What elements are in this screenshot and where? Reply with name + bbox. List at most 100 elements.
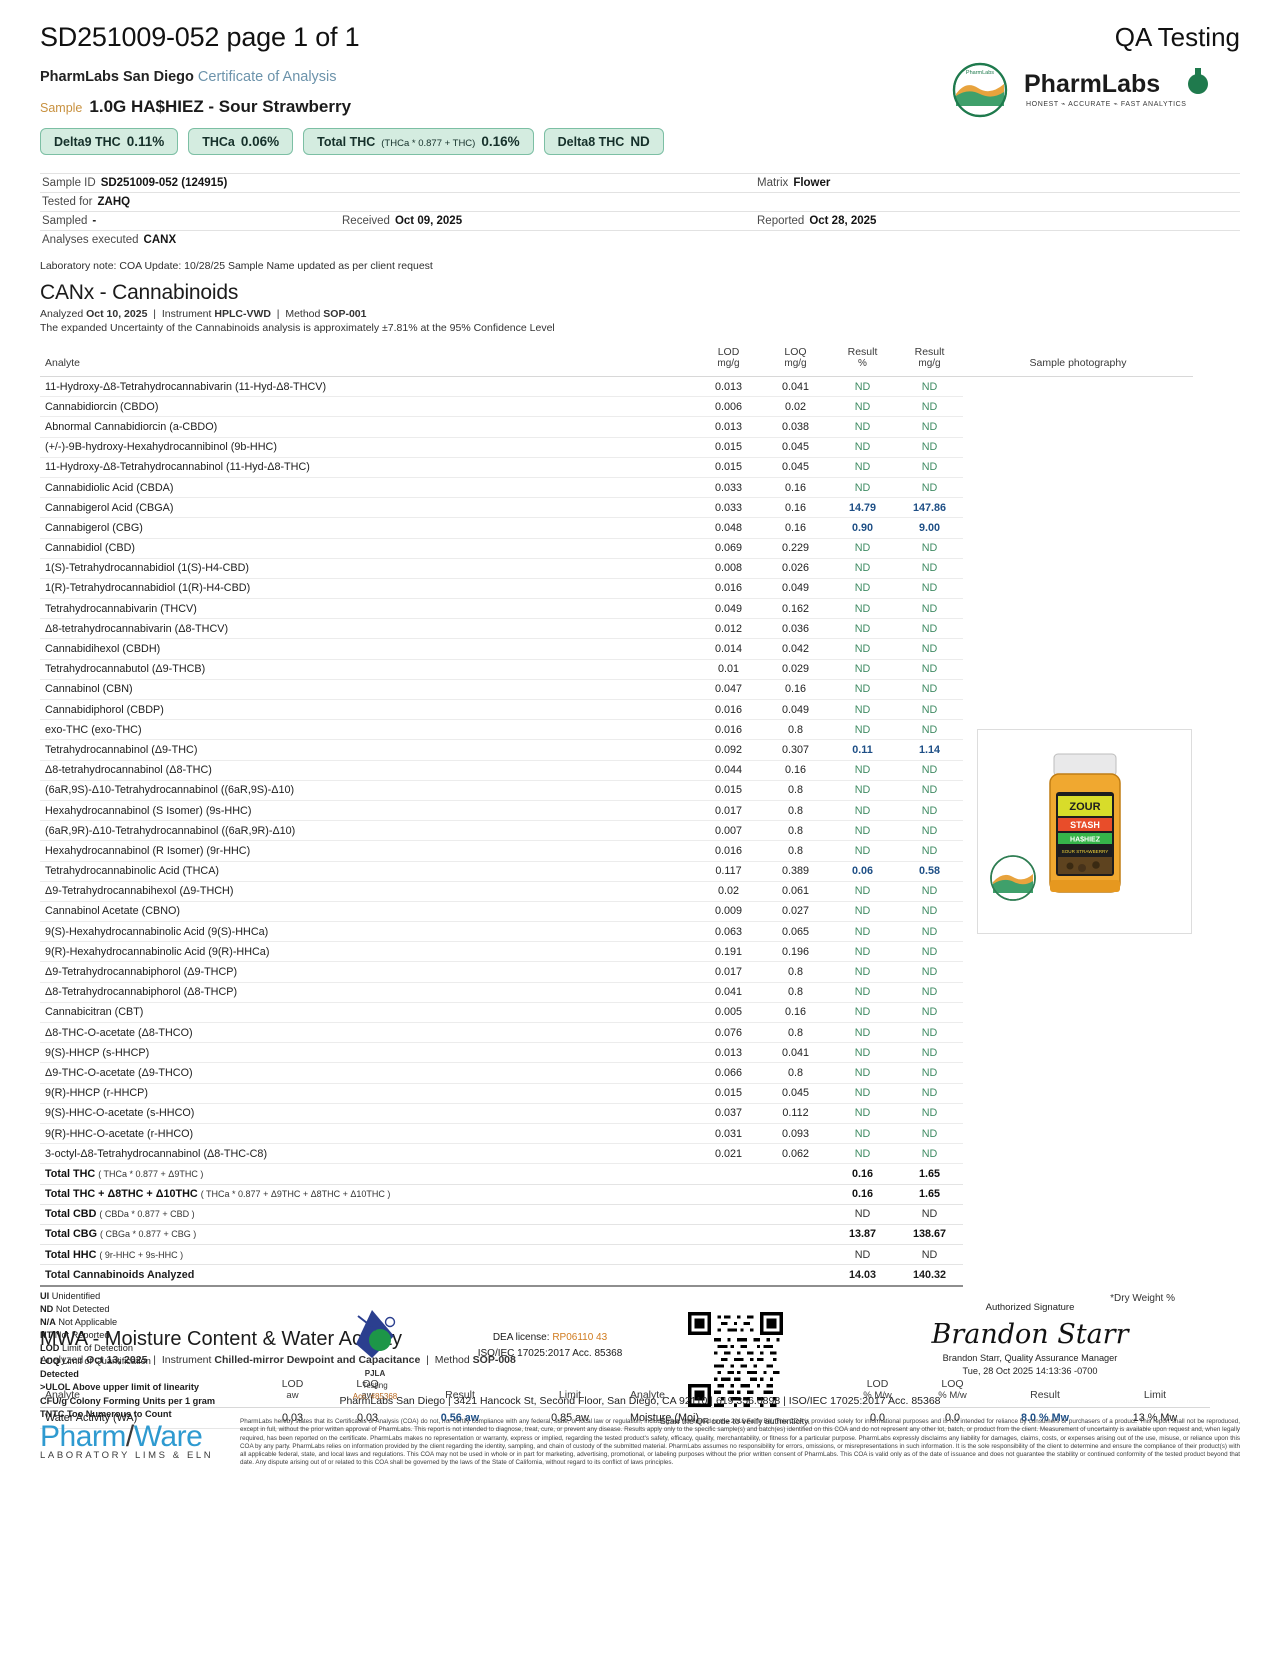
sampled-label: Sampled [42,215,88,227]
abbreviation-legend: UI Unidentified ND Not Detected N/A Not Ap… [40,1290,300,1421]
pill-delta8-thc: Delta8 THC ND [543,128,664,155]
analyses-label: Analyses executed [42,234,139,246]
dry-weight-note: *Dry Weight % [1110,1293,1175,1305]
legend-item: UI Unidentified [40,1291,101,1301]
cell-result-pct: ND [829,1143,896,1165]
cell-lod: 0.069 [695,538,762,559]
cell-lod: 0.015 [695,457,762,478]
lab-title-line: PharmLabs San Diego Certificate of Analys… [40,69,1240,85]
cell-analyte: Cannabinol (CBN) [40,679,695,701]
pill-delta9-thc: Delta9 THC 0.11% [40,128,179,155]
pjla-name: PJLA [364,1369,386,1378]
uncertainty-note: The expanded Uncertainty of the Cannabin… [40,322,555,334]
cell-lod: 0.012 [695,618,762,640]
cell-result-pct: ND [829,901,896,923]
cell-result-mg: 0.58 [896,861,963,882]
cell-result-mg: ND [896,598,963,620]
pill-total-thc: Total THC (THCa * 0.877 + THC) 0.16% [303,128,534,155]
cell-result-mg: ND [896,840,963,862]
cell-lod: 0.047 [695,679,762,701]
table-row: Hexahydrocannabinol (R Isomer) (9r-HHC) 0… [40,840,1193,862]
pill-label: Delta9 THC [54,135,121,149]
cell-result-pct: ND [829,376,896,398]
cell-result-mg: ND [896,558,963,579]
legal-disclaimer: PharmLabs hereby states that its Certifi… [240,1418,1240,1467]
cell-analyte: Δ8-Tetrahydrocannabiphorol (Δ8-THCP) [40,982,695,1003]
cell-loq: 0.8 [762,1022,829,1044]
cell-analyte: 3-octyl-Δ8-Tetrahydrocannabinol (Δ8-THC-… [40,1143,695,1165]
cell-analyte: Tetrahydrocannabinolic Acid (THCA) [40,861,695,882]
cell-result-mg: ND [896,901,963,923]
mwa-instrument-label: Instrument [161,1354,212,1367]
pill-value: 0.06% [240,134,280,149]
cell-lod: 0.013 [695,1042,762,1064]
cell-lod: 0.02 [695,881,762,902]
cell-lod: 0.005 [695,1002,762,1024]
cell-result-pct: ND [829,800,896,822]
mwa-col-loq-right: LOQ% M/w [938,1378,967,1402]
qa-testing-label: QA Testing [1114,22,1240,52]
svg-text:HA$HIEZ: HA$HIEZ [1070,837,1101,844]
cell-analyte: exo-THC (exo-THC) [40,719,695,741]
cell-loq: 0.065 [762,921,829,943]
table-row: Abnormal Cannabidiorcin (a-CBDO) 0.013 0.0… [40,416,1193,438]
iso-line: ISO/IEC 17025:2017 Acc. 85368 [477,1347,623,1359]
sample-tag: Sample [40,101,83,115]
cell-analyte: (6aR,9S)-Δ10-Tetrahydrocannabinol ((6aR,… [40,780,695,801]
table-row: Cannabinol Acetate (CBNO) 0.009 0.027 ND ND [40,901,1193,923]
legend-item: LOQ Limit of Quantification [40,1356,151,1367]
cell-analyte: Cannabidiolic Acid (CBDA) [40,477,695,499]
mwa-data-row: Water Activity (WA) 0.03 0.03 0.56 aw 0.… [40,1407,1210,1430]
pjla-testing: Testing [362,1381,388,1391]
cell-loq: 0.062 [762,1143,829,1165]
mwa-right-loq: 0.0 [915,1407,990,1430]
cell-analyte: 11-Hydroxy-Δ8-Tetrahydrocannabivarin (11… [40,376,695,398]
cell-result-pct: ND [829,1204,896,1225]
cell-lod: 0.016 [695,699,762,721]
cell-result-mg: 9.00 [896,517,963,539]
cell-loq: 0.045 [762,457,829,478]
cell-loq: 0.049 [762,578,829,600]
cell-loq: 0.16 [762,1002,829,1024]
cell-result-pct: ND [829,780,896,801]
mwa-left-analyte: Water Activity (WA) [40,1407,255,1430]
table-row: Δ8-tetrahydrocannabinol (Δ8-THC) 0.044 0.1… [40,760,1193,781]
page-header: SD251009-052 page 1 of 1 QA Testing [40,0,1240,53]
cell-result-mg: ND [896,396,963,418]
table-row: Cannabidiorcin (CBDO) 0.006 0.02 ND ND [40,396,1193,418]
cell-result-mg: ND [896,982,963,1003]
cell-result-mg: ND [896,820,963,842]
cell-result-pct: ND [829,941,896,963]
cell-analyte: Δ8-tetrahydrocannabinol (Δ8-THC) [40,760,695,781]
lab-name: PharmLabs San Diego [40,69,194,85]
mwa-right-result: 8.0 % Mw [990,1407,1100,1430]
table-row: Δ9-Tetrahydrocannabihexol (Δ9-THCH) 0.02 0… [40,881,1193,902]
mwa-col-loq-left: LOQ aw [356,1378,379,1402]
qr-code-block[interactable]: Scan the QR code to verify authenticity. [650,1290,820,1426]
pjla-accreditation-logo: PJLA Testing Acc. #85368 [300,1290,450,1401]
cell-result-pct: ND [829,679,896,701]
cell-lod: 0.066 [695,1062,762,1084]
cell-lod: 0.117 [695,861,762,882]
pill-value: 0.16% [481,134,520,149]
cell-result-mg: ND [896,376,963,398]
cell-result-pct: ND [829,840,896,862]
cell-lod: 0.009 [695,901,762,923]
cell-result-mg: ND [896,1002,963,1024]
cell-analyte: Tetrahydrocannabivarin (THCV) [40,598,695,620]
document-id: SD251009-052 page 1 of 1 [40,22,360,52]
cell-result-mg: ND [896,719,963,741]
svg-text:SOUR STRAWBERRY: SOUR STRAWBERRY [1062,849,1109,854]
cell-result-pct: ND [829,760,896,781]
cell-lod: 0.033 [695,477,762,499]
cell-analyte: Δ9-Tetrahydrocannabihexol (Δ9-THCH) [40,881,695,902]
cell-result-pct: 0.16 [829,1163,896,1185]
cell-result-mg: 138.67 [896,1224,963,1246]
cell-lod: 0.092 [695,739,762,761]
cell-analyte: Δ9-THC-O-acetate (Δ9-THCO) [40,1062,695,1084]
col-result-pct: Result% [847,346,878,369]
table-row: Δ9-THC-O-acetate (Δ9-THCO) 0.066 0.8 ND ND [40,1062,1193,1084]
mwa-col-lod-left: LOD aw [281,1378,304,1402]
cell-result-pct: ND [829,699,896,721]
